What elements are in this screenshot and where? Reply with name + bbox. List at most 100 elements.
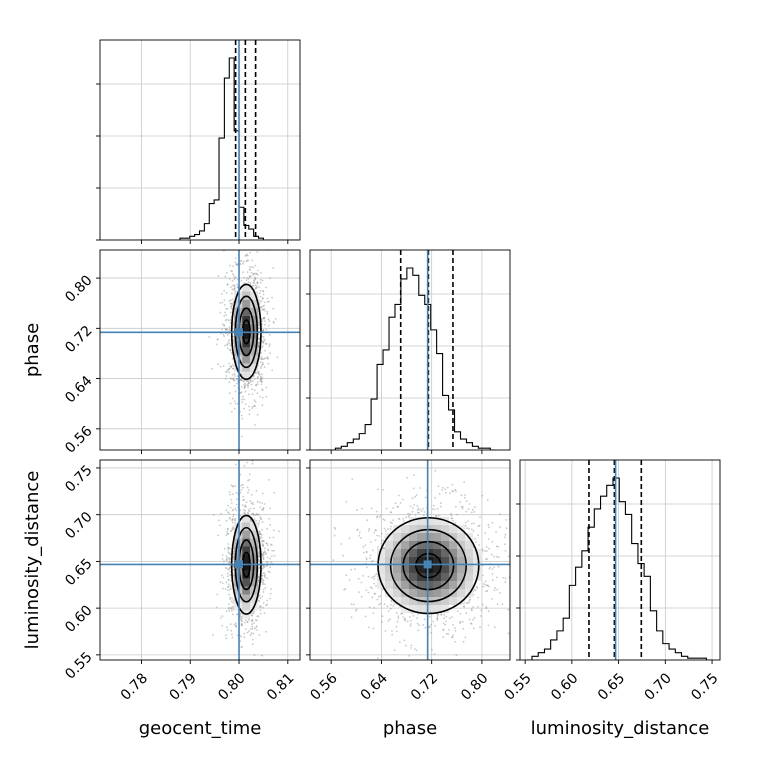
scatter-point <box>252 632 255 635</box>
density-cell <box>385 549 393 557</box>
scatter-point <box>251 501 254 504</box>
scatter-point <box>257 269 259 272</box>
scatter-point <box>259 367 262 369</box>
scatter-point <box>233 407 236 410</box>
scatter-point <box>485 607 488 610</box>
scatter-point <box>437 485 440 488</box>
scatter-point <box>228 371 231 374</box>
scatter-point <box>250 632 253 635</box>
scatter-point <box>452 634 454 637</box>
scatter-point <box>501 603 504 606</box>
scatter-point <box>226 347 229 350</box>
scatter-point <box>258 286 261 289</box>
scatter-point <box>219 311 222 314</box>
scatter-point <box>252 513 255 516</box>
scatter-point <box>241 620 243 623</box>
scatter-point <box>258 600 261 602</box>
scatter-point <box>247 386 249 389</box>
density-cell <box>242 586 251 595</box>
scatter-point <box>488 547 490 550</box>
density-cell <box>377 565 385 573</box>
density-cell <box>465 557 473 565</box>
scatter-point <box>360 581 363 584</box>
scatter-point <box>255 287 258 289</box>
density-cell <box>250 546 259 555</box>
scatter-point <box>243 398 246 401</box>
scatter-point <box>267 549 270 552</box>
density-cell <box>242 554 251 563</box>
density-cell <box>401 541 409 549</box>
x-tick-label-luminosity_distance: 0.75 <box>688 670 721 703</box>
scatter-point <box>228 368 230 370</box>
scatter-point <box>263 317 265 319</box>
y-tick-label-phase: 0.72 <box>62 323 95 356</box>
scatter-point <box>232 558 235 560</box>
scatter-point <box>232 241 234 243</box>
scatter-point <box>494 587 496 589</box>
scatter-point <box>249 251 251 254</box>
density-cell <box>393 573 401 581</box>
scatter-point <box>229 567 231 569</box>
scatter-point <box>258 566 261 569</box>
scatter-point <box>232 599 235 601</box>
scatter-point <box>266 561 268 563</box>
scatter-point <box>262 507 265 509</box>
scatter-point <box>392 519 395 521</box>
scatter-point <box>486 584 489 587</box>
scatter-point <box>365 566 368 569</box>
scatter-point <box>246 253 248 256</box>
scatter-point <box>240 279 243 282</box>
scatter-point <box>249 628 252 630</box>
density-cell <box>234 554 243 563</box>
density-cell <box>234 578 243 587</box>
scatter-point <box>365 550 368 553</box>
scatter-point <box>269 566 271 569</box>
scatter-point <box>224 344 226 347</box>
scatter-point <box>256 392 259 394</box>
density-cell <box>242 331 251 340</box>
scatter-point <box>258 530 261 533</box>
scatter-point <box>465 500 468 503</box>
scatter-point <box>253 507 255 510</box>
scatter-point <box>251 627 254 630</box>
scatter-point <box>413 474 416 476</box>
scatter-point <box>436 507 439 510</box>
scatter-point <box>480 615 482 617</box>
scatter-point <box>476 587 479 590</box>
density-cell <box>457 597 465 605</box>
scatter-point <box>262 564 265 567</box>
scatter-point <box>233 287 236 290</box>
scatter-point <box>262 558 265 560</box>
x-tick-label-luminosity_distance: 0.70 <box>642 670 675 703</box>
scatter-point <box>233 288 236 291</box>
scatter-point <box>383 547 385 550</box>
scatter-point <box>261 654 263 657</box>
scatter-point <box>455 654 458 656</box>
scatter-point <box>333 534 336 537</box>
scatter-point <box>270 543 272 546</box>
scatter-point <box>263 565 266 568</box>
scatter-point <box>268 571 271 574</box>
scatter-point <box>497 556 500 558</box>
scatter-point <box>243 385 246 388</box>
scatter-point <box>402 520 405 522</box>
scatter-point <box>261 502 264 505</box>
density-cell <box>242 530 251 539</box>
scatter-point <box>365 589 368 591</box>
scatter-point <box>442 487 444 489</box>
scatter-point <box>227 578 230 581</box>
scatter-point <box>477 605 479 608</box>
scatter-point <box>259 378 262 381</box>
scatter-point <box>262 358 265 361</box>
scatter-point <box>260 378 263 381</box>
scatter-point <box>468 601 470 603</box>
scatter-point <box>442 628 445 631</box>
scatter-point <box>223 299 226 302</box>
scatter-point <box>422 514 425 517</box>
scatter-point <box>249 683 251 685</box>
scatter-point <box>239 260 242 262</box>
scatter-point <box>412 487 415 490</box>
scatter-point <box>256 383 259 386</box>
scatter-point <box>491 540 494 543</box>
scatter-point <box>242 247 244 249</box>
